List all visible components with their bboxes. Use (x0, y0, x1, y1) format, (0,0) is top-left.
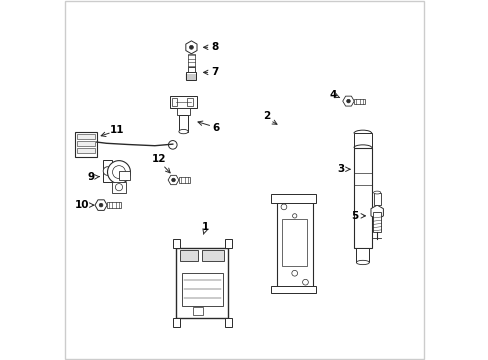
Text: 1: 1 (201, 222, 208, 232)
Text: 10: 10 (75, 200, 89, 210)
Bar (372, 212, 381, 232)
Circle shape (292, 214, 296, 218)
Circle shape (281, 204, 286, 210)
Ellipse shape (373, 191, 380, 194)
Text: 4: 4 (329, 90, 336, 100)
Polygon shape (185, 41, 197, 54)
Bar (271, 286, 316, 293)
Bar (192, 307, 202, 315)
Polygon shape (342, 96, 353, 106)
Bar (186, 72, 196, 80)
Circle shape (346, 99, 349, 103)
Bar (176, 248, 228, 318)
Bar (282, 220, 306, 266)
Bar (102, 160, 112, 182)
Bar (202, 250, 223, 261)
Bar (224, 239, 231, 248)
Bar (119, 171, 129, 180)
Bar (77, 134, 94, 139)
Circle shape (291, 270, 297, 276)
Bar (107, 202, 121, 208)
Text: 7: 7 (211, 67, 218, 77)
Bar (373, 193, 380, 205)
Text: 9: 9 (87, 172, 94, 182)
Bar (187, 67, 195, 72)
Bar (182, 273, 223, 306)
Circle shape (107, 161, 130, 184)
Text: 8: 8 (211, 42, 218, 52)
Bar (77, 141, 94, 146)
Circle shape (99, 203, 102, 207)
Bar (353, 148, 371, 248)
Bar (224, 318, 231, 327)
Bar (75, 132, 97, 157)
Bar (356, 248, 368, 262)
Bar (172, 318, 180, 327)
Bar (171, 98, 177, 107)
Circle shape (103, 167, 112, 175)
Circle shape (112, 166, 125, 179)
Circle shape (302, 279, 308, 285)
Bar (276, 200, 312, 288)
Polygon shape (168, 175, 179, 185)
Bar (77, 148, 94, 153)
Ellipse shape (179, 130, 188, 134)
Bar (170, 96, 197, 108)
Text: 2: 2 (263, 111, 270, 121)
Ellipse shape (356, 260, 368, 265)
Circle shape (171, 178, 175, 182)
Bar (271, 194, 316, 203)
Polygon shape (370, 205, 383, 220)
Bar (353, 134, 371, 148)
Circle shape (168, 140, 177, 149)
Text: 11: 11 (110, 125, 124, 135)
Circle shape (189, 45, 193, 49)
Text: 5: 5 (350, 211, 358, 221)
Bar (179, 116, 188, 132)
Circle shape (115, 184, 122, 191)
Bar (353, 99, 364, 104)
Bar (179, 177, 190, 183)
Bar (180, 250, 198, 261)
Bar (187, 98, 192, 107)
Polygon shape (95, 200, 107, 210)
Text: 3: 3 (336, 164, 344, 174)
Bar (172, 239, 180, 248)
Text: 6: 6 (212, 123, 219, 133)
Bar (112, 182, 126, 193)
Bar (187, 54, 195, 67)
Bar (177, 108, 190, 116)
Text: 12: 12 (152, 154, 166, 164)
